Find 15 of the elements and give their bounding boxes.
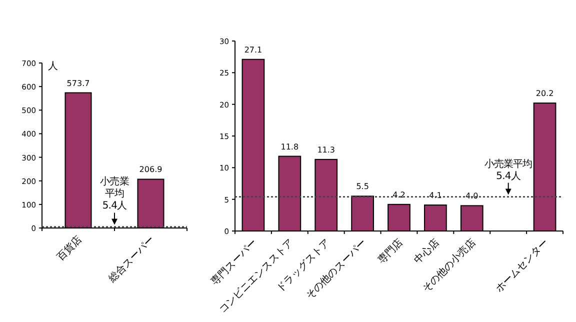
data-label: 206.9 bbox=[139, 165, 162, 174]
data-label: 573.7 bbox=[66, 78, 90, 88]
data-label: 11.8 bbox=[280, 142, 299, 152]
data-label: 20.2 bbox=[536, 89, 554, 98]
ref-line-label: 小売業平均 5.4人 bbox=[100, 176, 130, 212]
data-label: 11.3 bbox=[317, 145, 336, 154]
y-axis-title: 人 bbox=[48, 61, 58, 72]
x-tick-label: 百貨店 bbox=[54, 234, 84, 264]
x-tick-label: ホームセンター bbox=[494, 237, 551, 295]
data-label: 5.5 bbox=[356, 182, 369, 192]
ref-line-label: 小売業平均 5.4人 bbox=[484, 158, 533, 182]
x-tick-label: 中心店 bbox=[412, 236, 442, 266]
x-tick-label: 総合スーパー bbox=[105, 234, 157, 286]
x-tick-label: 専門店 bbox=[375, 236, 406, 266]
data-label: 27.1 bbox=[244, 45, 262, 54]
